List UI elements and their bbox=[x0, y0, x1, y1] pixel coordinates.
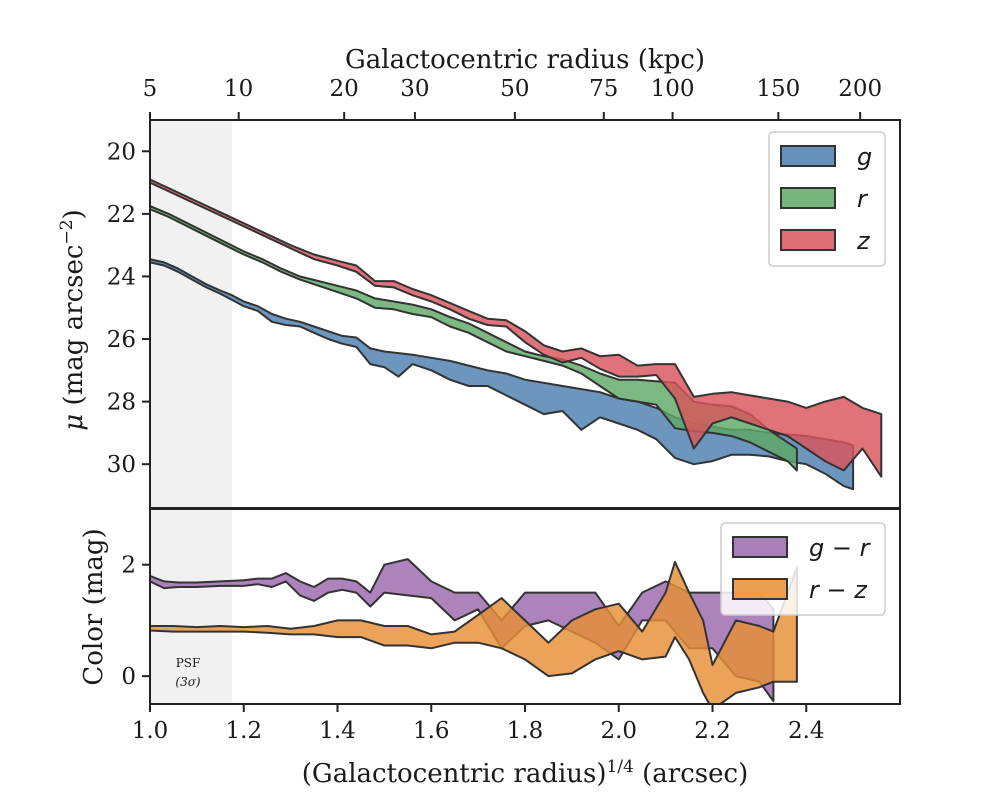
top-y-axis-label-symbol: μ bbox=[59, 414, 89, 431]
top-kpc-tick-label: 50 bbox=[500, 76, 529, 102]
legend-label-z: z bbox=[856, 227, 871, 255]
bottom-x-axis-label-exponent: 1/4 bbox=[607, 757, 634, 777]
legend-label-r: r bbox=[857, 185, 869, 213]
bottom-y-tick-label: 2 bbox=[121, 553, 136, 579]
bottom-x-axis-label: (Galactocentric radius)1/4 (arcsec) bbox=[302, 757, 748, 789]
bottom-y-ticks: 02 bbox=[121, 553, 150, 690]
bottom-x-tick-label: 1.2 bbox=[225, 718, 262, 744]
bottom-y-axis-label: Color (mag) bbox=[79, 528, 109, 685]
bottom-x-ticks: 1.0 1.2 1.4 1.6 1.8 2.0 2.2 2.4 bbox=[132, 704, 825, 744]
legend-label-g: g bbox=[857, 143, 872, 171]
psf-shaded-region-bottom bbox=[150, 509, 233, 704]
bottom-x-axis-label-main: (Galactocentric radius) bbox=[302, 759, 607, 789]
top-y-tick-label: 22 bbox=[107, 202, 136, 228]
top-y-axis-label-exponent: −2 bbox=[57, 219, 77, 244]
top-axis-label: Galactocentric radius (kpc) bbox=[345, 45, 705, 75]
top-kpc-tick-label: 10 bbox=[224, 76, 253, 102]
legend-swatch-g bbox=[780, 145, 836, 167]
legend-swatch-r bbox=[780, 187, 836, 209]
surface-brightness-panel: 20 22 24 26 28 30 5 10 20 30 50 75 100 150 200 Galact… bbox=[57, 45, 901, 509]
top-y-tick-label: 28 bbox=[107, 390, 136, 416]
legend-swatch-g-minus-r bbox=[732, 536, 788, 558]
legend-swatch-r-minus-z bbox=[732, 578, 788, 600]
top-legend: grz bbox=[768, 131, 886, 267]
top-kpc-tick-label: 30 bbox=[400, 76, 429, 102]
top-y-axis-label-main: (mag arcsec bbox=[59, 245, 89, 414]
psf-annotation-line1: PSF bbox=[176, 656, 201, 670]
series-band-r-minus-z bbox=[150, 560, 798, 704]
psf-shaded-region-top bbox=[150, 120, 233, 508]
top-y-axis-label: μ (mag arcsec−2) bbox=[57, 209, 89, 430]
color-panel: 02 1.0 1.2 1.4 1.6 1.8 2.0 2.2 2.4 Color (mag) … bbox=[79, 508, 901, 789]
top-y-tick-label: 30 bbox=[107, 452, 136, 478]
bottom-x-tick-label: 1.6 bbox=[413, 718, 450, 744]
top-y-ticks: 20 22 24 26 28 30 bbox=[107, 139, 150, 478]
top-kpc-tick-label: 150 bbox=[756, 76, 800, 102]
top-kpc-tick-label: 75 bbox=[589, 76, 618, 102]
top-kpc-ticks: 5 10 20 30 50 75 100 150 200 bbox=[143, 76, 882, 120]
series-band-z bbox=[150, 178, 883, 478]
series-band-r bbox=[150, 205, 798, 472]
psf-annotation-line2: (3σ) bbox=[175, 675, 201, 689]
bottom-x-tick-label: 2.4 bbox=[788, 718, 825, 744]
top-y-axis-label-suffix: ) bbox=[59, 209, 89, 219]
bottom-x-tick-label: 2.0 bbox=[600, 718, 637, 744]
legend-label-g-minus-r: g − r bbox=[809, 534, 872, 562]
top-y-tick-label: 20 bbox=[107, 139, 136, 165]
bottom-legend: g − r r − z bbox=[720, 522, 886, 616]
bottom-x-tick-label: 2.2 bbox=[694, 718, 731, 744]
bottom-x-axis-label-suffix: (arcsec) bbox=[634, 759, 748, 789]
top-kpc-tick-label: 20 bbox=[330, 76, 359, 102]
top-y-tick-label: 24 bbox=[107, 264, 136, 290]
bottom-x-tick-label: 1.0 bbox=[132, 718, 169, 744]
surface-brightness-series bbox=[150, 178, 883, 491]
top-y-tick-label: 26 bbox=[107, 327, 136, 353]
bottom-y-tick-label: 0 bbox=[121, 664, 136, 690]
color-series bbox=[150, 558, 798, 704]
series-band-g bbox=[150, 258, 855, 491]
legend-label-r-minus-z: r − z bbox=[809, 576, 868, 604]
top-kpc-tick-label: 200 bbox=[838, 76, 882, 102]
legend-swatch-z bbox=[780, 229, 836, 251]
series-band-g-minus-r bbox=[150, 558, 775, 703]
bottom-x-tick-label: 1.8 bbox=[507, 718, 544, 744]
top-kpc-tick-label: 100 bbox=[651, 76, 695, 102]
bottom-x-tick-label: 1.4 bbox=[319, 718, 356, 744]
top-kpc-tick-label: 5 bbox=[143, 76, 158, 102]
